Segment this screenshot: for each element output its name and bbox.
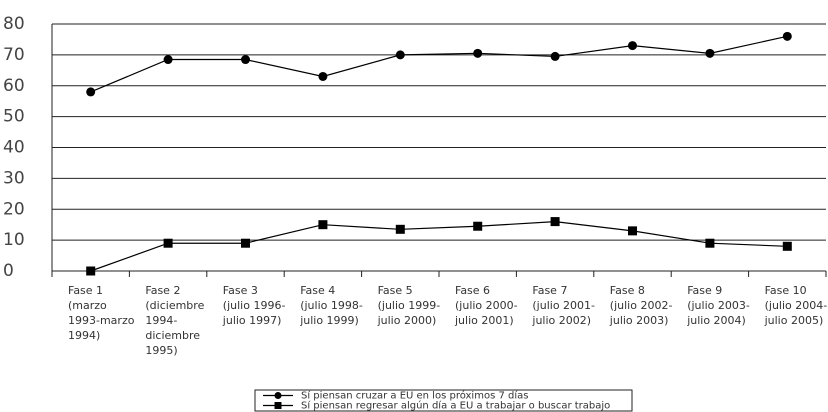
point <box>318 220 328 230</box>
point <box>550 51 560 61</box>
point <box>628 41 637 51</box>
x-tick-line: Fase 5 <box>378 284 413 297</box>
point <box>473 48 483 58</box>
x-tick-line: 1994) <box>68 329 100 342</box>
x-tick-line: Fase 3 <box>223 284 258 297</box>
x-tick-line: Fase 1 <box>68 284 103 297</box>
x-tick-line: Fase 8 <box>610 284 645 297</box>
x-tick-line: (julio 1998- <box>300 299 363 312</box>
legend-box <box>254 389 633 412</box>
y-tick-label: 20 <box>3 199 25 219</box>
x-tick-line: diciembre <box>145 329 200 342</box>
x-tick-line: (julio 2002- <box>610 299 673 312</box>
x-tick-label: Fase 5 (julio 1999- julio 2000) <box>377 284 441 327</box>
x-tick-line: (julio 2001- <box>532 299 595 312</box>
point <box>318 71 328 81</box>
line <box>90 220 788 272</box>
x-tick-line: julio 2001) <box>454 314 514 327</box>
y-tick-label: 30 <box>3 168 25 188</box>
point <box>395 224 405 234</box>
point <box>86 266 96 276</box>
point <box>473 221 483 231</box>
point <box>163 55 173 65</box>
x-tick-label: Fase 1 (marzo 1993-marzo 1994) <box>68 284 135 342</box>
x-tick-line: (julio 2000- <box>455 299 518 312</box>
x-tick-line: 1993-marzo <box>68 314 135 327</box>
x-tick-line: julio 2003) <box>609 314 669 327</box>
x-tick-line: Fase 6 <box>455 284 490 297</box>
point <box>163 238 173 248</box>
point <box>782 31 792 41</box>
x-tick-label: Fase 4 (julio 1998- julio 1999) <box>299 284 363 327</box>
legend-label: Sí piensan cruzar a EU en los próximos 7… <box>301 390 528 402</box>
x-tick-line: julio 2005) <box>764 314 824 327</box>
x-tick-line: (julio 2003- <box>687 299 750 312</box>
x-tick-line: (marzo <box>68 299 107 312</box>
x-tick-line: Fase 10 <box>765 284 807 297</box>
y-tick-label: 0 <box>3 261 14 281</box>
x-tick-line: (julio 2004- <box>765 299 828 312</box>
y-tick-label: 70 <box>3 45 25 65</box>
x-tick-line: julio 1997) <box>222 314 282 327</box>
point <box>705 238 715 248</box>
point <box>550 217 560 227</box>
point <box>241 55 250 65</box>
x-tick-label: Fase 9 (julio 2003- julio 2004) <box>686 284 750 327</box>
y-tick-label: 50 <box>3 107 25 127</box>
point <box>241 238 250 248</box>
x-tick-label: Fase 8 (julio 2002- julio 2003) <box>609 284 673 327</box>
x-tick-label: Fase 6 (julio 2000- julio 2001) <box>454 284 518 327</box>
x-tick-line: 1994- <box>145 314 177 327</box>
x-tick-line: julio 2004) <box>686 314 746 327</box>
x-tick-label: Fase 2 (diciembre 1994- diciembre 1995) <box>145 284 204 357</box>
legend-marker <box>274 392 282 399</box>
x-tick-line: (julio 1999- <box>378 299 441 312</box>
x-tick-line: (julio 1996- <box>223 299 286 312</box>
x-tick-line: Fase 7 <box>532 284 567 297</box>
x-tick-line: julio 1999) <box>299 314 359 327</box>
y-tick-label: 10 <box>3 230 25 250</box>
legend-label: Sí piensan regresar algún día a EU a tra… <box>301 400 610 412</box>
x-tick-line: Fase 4 <box>300 284 335 297</box>
x-tick-line: Fase 9 <box>687 284 722 297</box>
x-tick-line: Fase 2 <box>145 284 180 297</box>
x-tick-label: Fase 7 (julio 2001- julio 2002) <box>531 284 595 327</box>
y-tick-label: 60 <box>3 76 25 96</box>
x-tick-line: (diciembre <box>145 299 204 312</box>
legend-marker <box>274 402 282 409</box>
x-tick-line: julio 2000) <box>377 314 437 327</box>
x-tick-label: Fase 10 (julio 2004- julio 2005) <box>764 284 828 327</box>
x-tick-line: 1995) <box>145 344 177 357</box>
point <box>782 241 792 251</box>
point <box>395 50 405 60</box>
x-tick-line: julio 2002) <box>531 314 591 327</box>
y-tick-label: 80 <box>3 14 25 34</box>
x-tick-label: Fase 3 (julio 1996- julio 1997) <box>222 284 286 327</box>
point <box>705 48 715 58</box>
line <box>90 35 788 93</box>
point <box>628 226 637 236</box>
point <box>86 87 96 97</box>
y-tick-label: 40 <box>3 138 25 158</box>
